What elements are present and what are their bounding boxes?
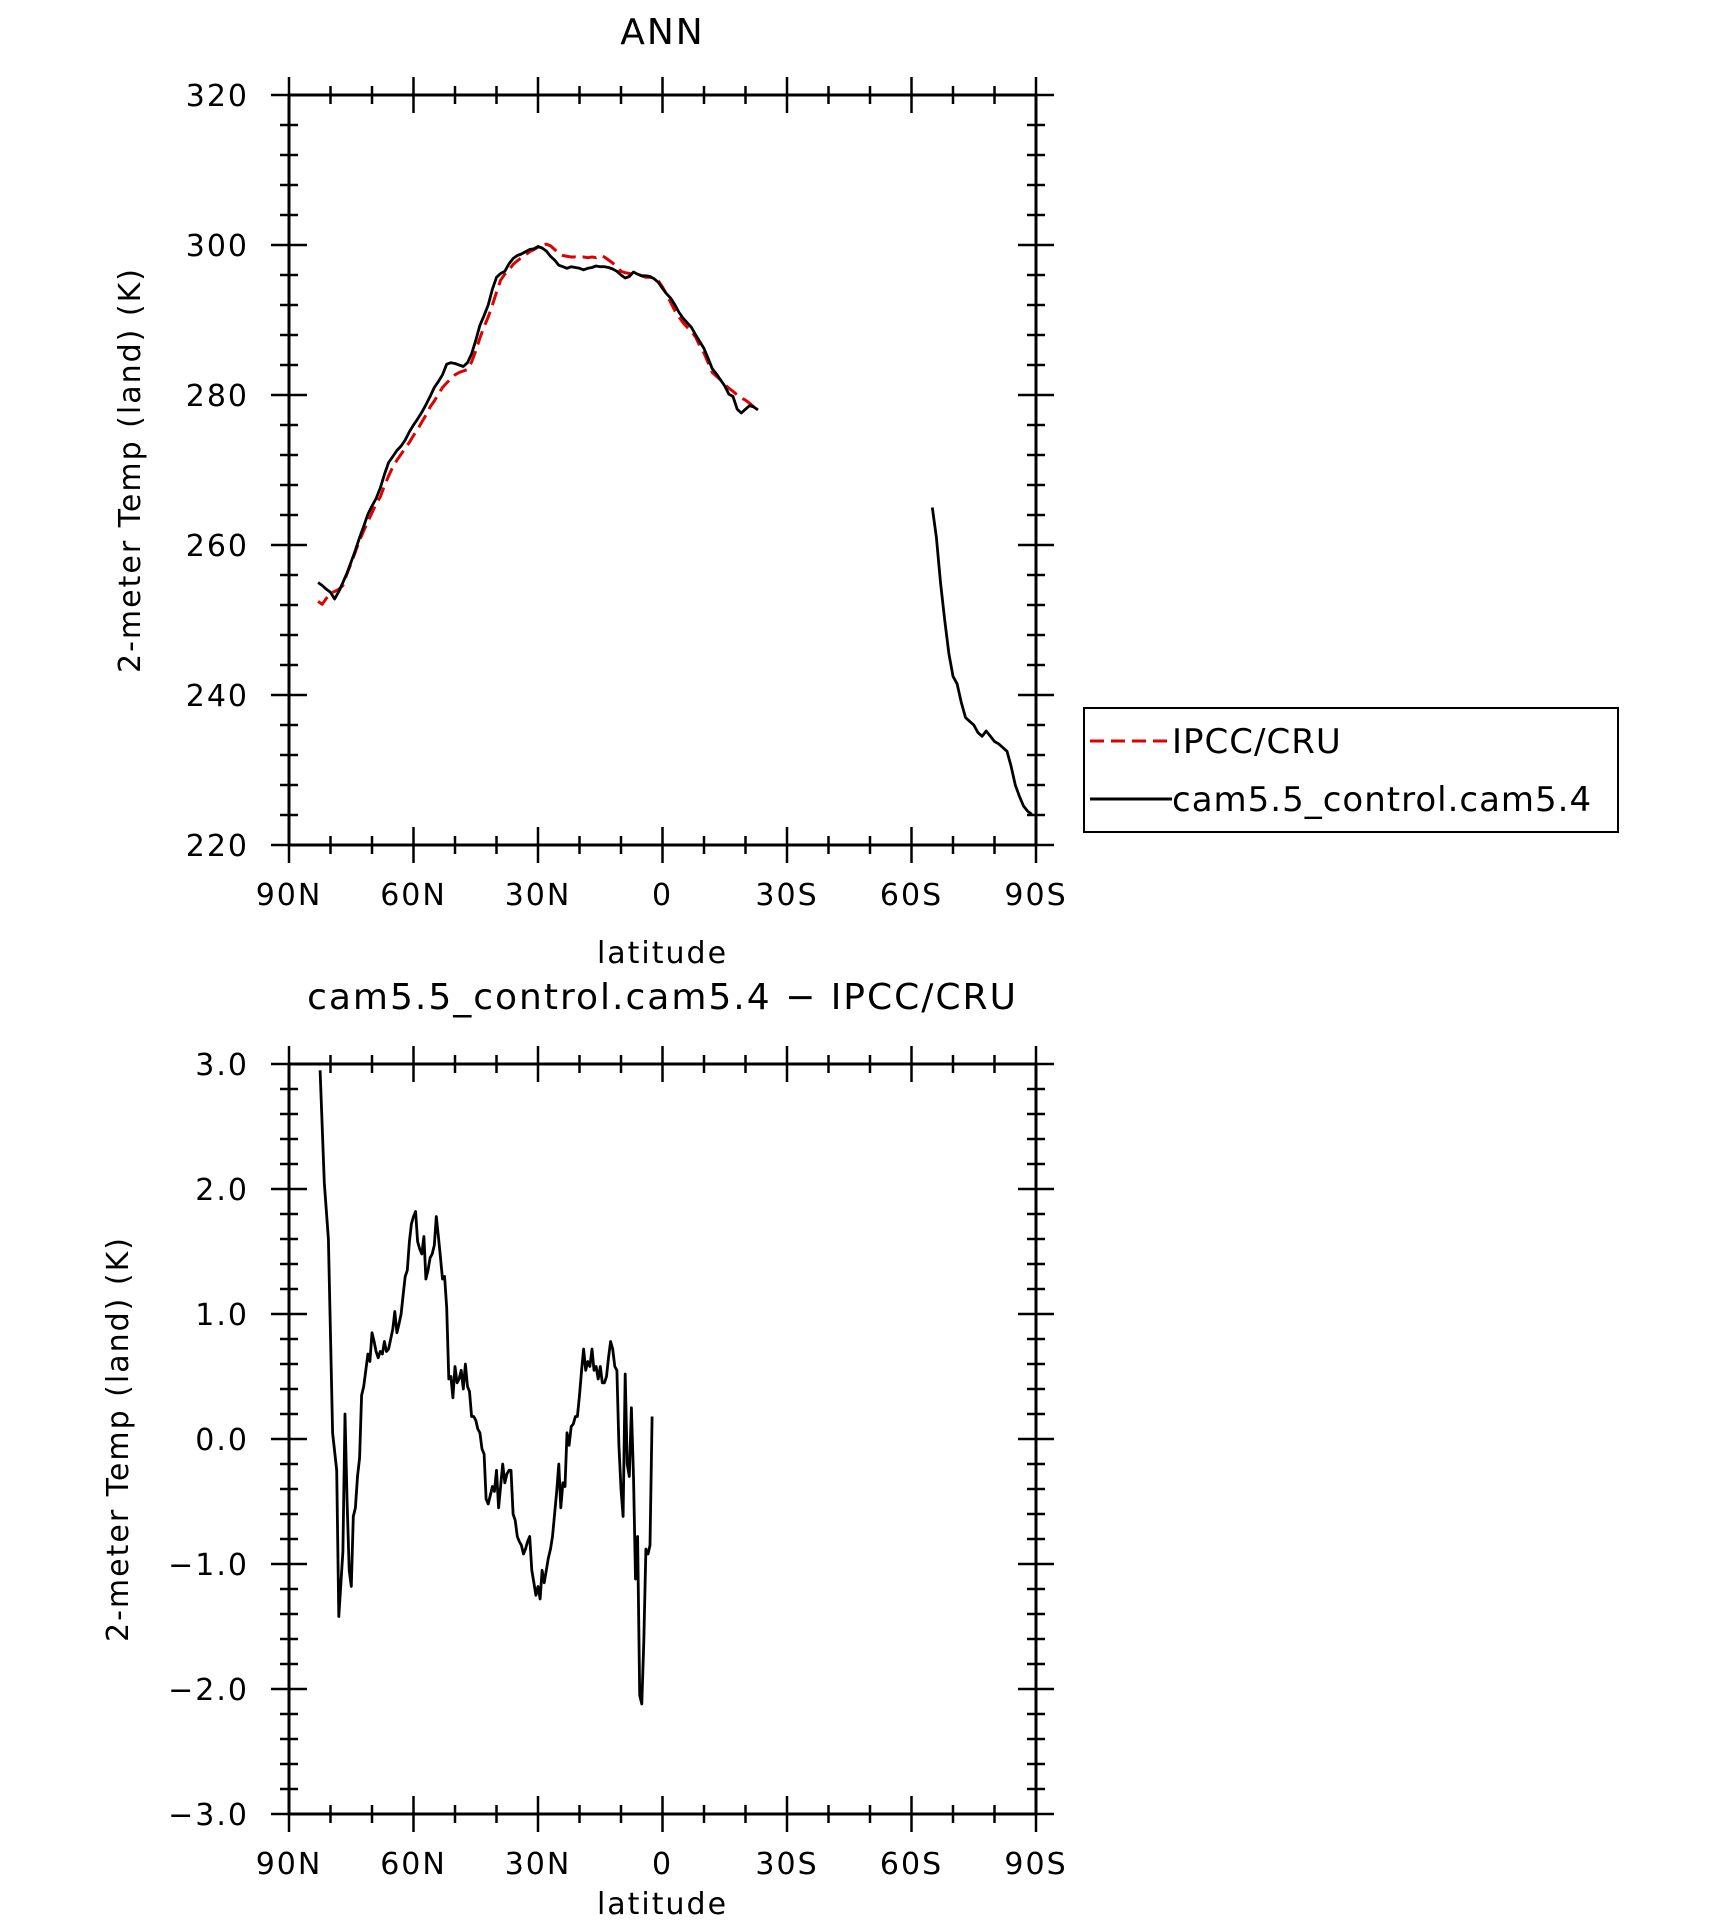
- y-tick-label: −2.0: [168, 1673, 249, 1708]
- y-tick-label: 300: [186, 229, 249, 264]
- legend-box: [1083, 707, 1619, 833]
- y-tick-label: 260: [186, 529, 249, 564]
- x-tick-label: 90N: [256, 1847, 323, 1882]
- plot-frame: [287, 1062, 1038, 1816]
- x-tick-label: 60N: [380, 1847, 447, 1882]
- plot-frame: [287, 93, 1038, 847]
- x-tick-label: 30N: [505, 878, 572, 913]
- y-tick-label: 280: [186, 379, 249, 414]
- x-tick-label: 60N: [380, 878, 447, 913]
- chart-title: cam5.5_control.cam5.4 − IPCC/CRU: [307, 977, 1018, 1018]
- y-tick-label: −1.0: [168, 1548, 249, 1583]
- legend-label-1: cam5.5_control.cam5.4: [1172, 780, 1592, 820]
- y-tick-label: −3.0: [168, 1798, 249, 1833]
- y-tick-label: 1.0: [195, 1298, 249, 1333]
- y-tick-label: 0.0: [195, 1423, 249, 1458]
- x-tick-label: 0: [652, 878, 673, 913]
- legend: IPCC/CRU cam5.5_control.cam5.4: [1083, 707, 1619, 833]
- y-tick-label: 3.0: [195, 1048, 249, 1083]
- y-tick-label: 240: [186, 679, 249, 714]
- legend-label-0: IPCC/CRU: [1172, 722, 1342, 762]
- x-tick-label: 0: [652, 1847, 673, 1882]
- y-tick-label: 320: [186, 79, 249, 114]
- bottom-chart-difference: cam5.5_control.cam5.4 − IPCC/CRU 3.0 2.0 1.…: [101, 977, 1067, 1922]
- series-line-0-segment-0: [317, 242, 760, 606]
- series-line-1-segment-0: [317, 245, 759, 601]
- x-tick-label: 60S: [880, 878, 943, 913]
- x-axis-label: latitude: [597, 1887, 728, 1922]
- series-line-0-segment-0: [318, 1070, 654, 1706]
- x-tick-label: 60S: [880, 1847, 943, 1882]
- series-line-1-segment-1: [930, 507, 1033, 816]
- y-tick-label: 2.0: [195, 1173, 249, 1208]
- x-tick-label: 90N: [256, 878, 323, 913]
- chart-title: ANN: [620, 12, 705, 53]
- x-tick-label: 30N: [505, 1847, 572, 1882]
- x-tick-label: 30S: [755, 878, 818, 913]
- x-tick-label: 30S: [755, 1847, 818, 1882]
- y-axis-label: 2-meter Temp (land) (K): [101, 1236, 136, 1642]
- x-tick-label: 90S: [1004, 878, 1067, 913]
- y-tick-label: 220: [186, 829, 249, 864]
- x-tick-label: 90S: [1004, 1847, 1067, 1882]
- y-axis-label: 2-meter Temp (land) (K): [113, 267, 148, 673]
- x-axis-label: latitude: [597, 936, 728, 971]
